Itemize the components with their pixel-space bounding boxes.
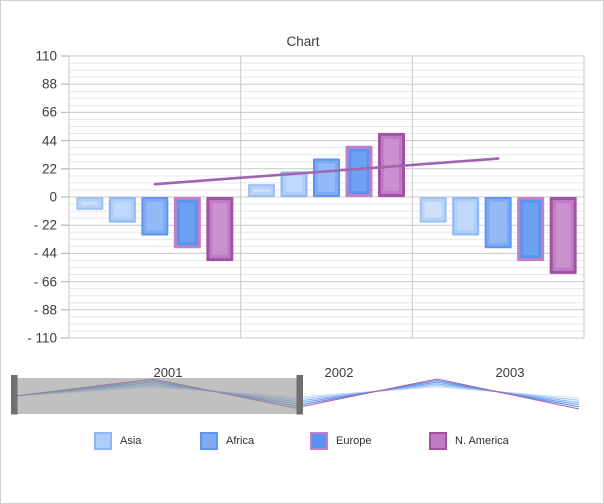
legend-item-europe[interactable]: Europe [310, 432, 371, 450]
plot-border [68, 55, 585, 339]
legend-label: N. America [455, 435, 509, 447]
y-axis-label: 66 [41, 104, 57, 120]
bar-highlight [424, 202, 442, 218]
legend-swatch [310, 432, 328, 450]
bar-highlight [523, 203, 539, 256]
chart-title: Chart [286, 34, 320, 49]
legend-label: Asia [120, 435, 142, 447]
y-axis-label: 0 [49, 189, 57, 205]
y-axis-label: 88 [41, 76, 57, 92]
y-axis-label: - 44 [33, 245, 57, 261]
y-axis-label: - 88 [33, 302, 57, 318]
bar-highlight [285, 176, 303, 192]
bar-highlight [457, 202, 475, 231]
bar-highlight [146, 202, 164, 231]
legend-label: Europe [336, 435, 372, 447]
bar-highlight [81, 202, 99, 205]
bar-highlight [253, 189, 270, 192]
bar-highlight [113, 202, 131, 218]
legend-item-asia[interactable]: Asia [94, 432, 141, 450]
bar-highlight [384, 138, 399, 191]
legend-label: Africa [226, 435, 255, 447]
x-axis-label-2001: 2001 [153, 365, 183, 380]
y-axis-label: - 22 [33, 217, 57, 233]
bar-highlight [179, 203, 195, 243]
y-axis-label: 110 [35, 48, 57, 64]
bar-highlight [555, 203, 571, 268]
legend-swatch [94, 432, 112, 450]
y-axis-label: 44 [41, 133, 57, 149]
bar-highlight [212, 203, 228, 256]
navigator-selection[interactable] [11, 378, 303, 414]
y-axis-label: - 110 [27, 330, 57, 346]
bar-highlight [489, 202, 507, 244]
legend-item-n-america[interactable]: N. America [429, 432, 509, 450]
bar-highlight [351, 151, 367, 191]
y-axis-label: 22 [41, 161, 57, 177]
navigator-handle-right[interactable] [296, 375, 304, 415]
trend-line-series [153, 157, 500, 186]
x-axis-label-2002: 2002 [324, 365, 354, 380]
legend-swatch [200, 432, 218, 450]
y-axis-label: - 66 [33, 274, 57, 290]
navigator-handle-left[interactable] [11, 375, 18, 415]
x-axis-label-2003: 2003 [495, 365, 525, 380]
legend-item-africa[interactable]: Africa [200, 432, 254, 450]
bar-highlight [318, 163, 335, 192]
legend-swatch [429, 432, 447, 450]
